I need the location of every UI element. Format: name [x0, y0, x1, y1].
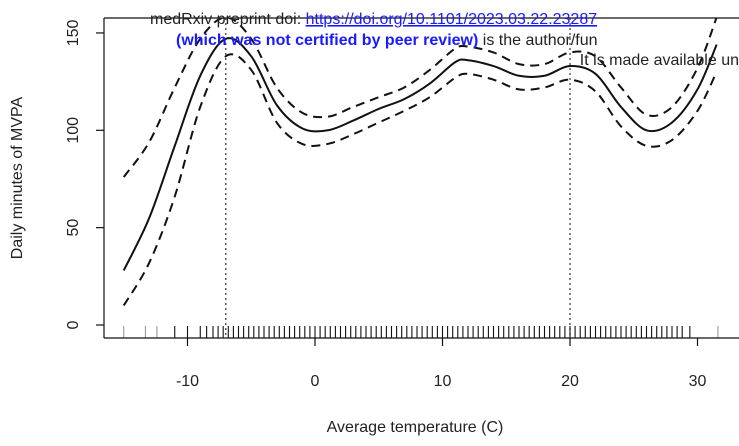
watermark-line-1: medRxiv preprint doi: https://doi.org/10… — [150, 11, 597, 28]
x-tick-label: 30 — [689, 373, 707, 390]
watermark-peer-review-notice: (which was not certified by peer review) — [176, 32, 478, 49]
x-tick-label: 10 — [434, 373, 452, 390]
x-tick-label: -10 — [176, 373, 199, 390]
watermark-line-2: (which was not certified by peer review)… — [176, 32, 598, 49]
y-tick-label: 100 — [65, 117, 82, 144]
y-axis-title: Daily minutes of MVPA — [9, 96, 26, 259]
watermark-doi-link[interactable]: https://doi.org/10.1101/2023.03.22.23287 — [306, 11, 598, 28]
x-tick-label: 0 — [311, 373, 320, 390]
y-tick-label: 150 — [65, 20, 82, 47]
lower-confidence-curve — [122, 53, 718, 307]
watermark-author-text: is the author/fun — [478, 32, 597, 49]
estimate-curve — [122, 37, 718, 271]
plot-area — [122, 18, 719, 338]
y-tick-label: 0 — [65, 320, 82, 329]
y-tick-label: 50 — [65, 219, 82, 237]
axes: -10 0 10 20 30 0 50 100 150 — [65, 17, 739, 390]
watermark-doi-prefix: medRxiv preprint doi: — [150, 11, 306, 28]
preprint-watermark: medRxiv preprint doi: https://doi.org/10… — [150, 11, 739, 69]
x-tick-label: 20 — [561, 373, 579, 390]
x-axis-title: Average temperature (C) — [327, 419, 504, 436]
plot-clip-group — [122, 18, 719, 338]
watermark-line-3: It is made available un — [580, 52, 739, 69]
upper-confidence-curve — [122, 18, 718, 178]
